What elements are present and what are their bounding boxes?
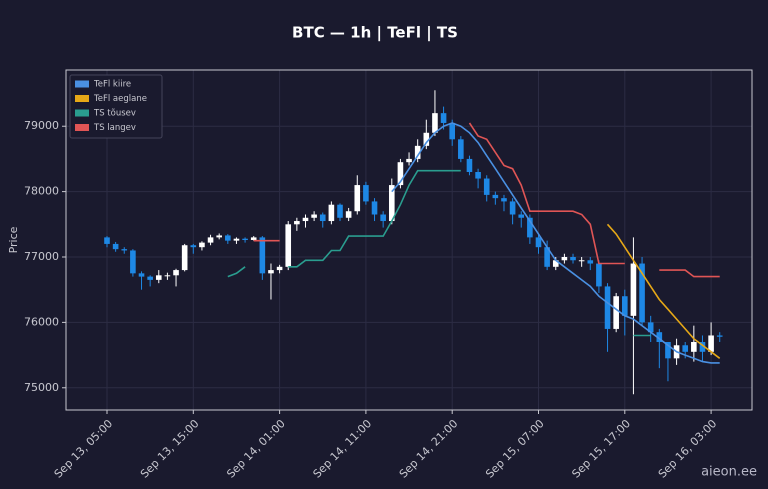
candle-body: [708, 335, 714, 352]
candle-body: [173, 270, 179, 276]
indicator-line: [606, 223, 721, 359]
legend-swatch: [75, 80, 89, 88]
candle-body: [501, 198, 507, 202]
candle-body: [337, 204, 343, 218]
candle-body: [406, 158, 412, 163]
candle-body: [199, 242, 205, 248]
candle-body: [587, 260, 594, 264]
y-tick-label: 78000: [24, 185, 59, 198]
candle-body: [104, 237, 110, 244]
candle-body: [665, 342, 671, 359]
candle-body: [121, 249, 128, 251]
candle-body: [475, 172, 481, 179]
candle-body: [242, 238, 248, 240]
candle-body: [578, 260, 585, 262]
candle-body: [483, 178, 490, 195]
candle-body: [432, 113, 438, 133]
legend-swatch: [75, 109, 89, 117]
candle-body: [449, 122, 455, 140]
plot-frame: [65, 69, 753, 411]
candle-body: [363, 185, 369, 202]
candle-body: [458, 139, 464, 159]
candle-body: [112, 243, 119, 250]
chart-title: BTC — 1h | TeFl | TS: [292, 24, 458, 43]
candle-body: [647, 322, 654, 333]
candle-body: [164, 275, 171, 277]
candle-body: [622, 296, 628, 316]
legend-box: [69, 74, 163, 139]
legend-label: TS tõusev: [93, 109, 136, 119]
y-tick-label: 75000: [24, 381, 59, 394]
legend-swatch: [75, 95, 89, 102]
candle-body: [570, 257, 576, 261]
candle-body: [345, 211, 352, 218]
candle-body: [302, 217, 309, 222]
candle-body: [518, 214, 525, 218]
candle-body: [311, 214, 317, 218]
candle-body: [233, 238, 240, 241]
candle-body: [397, 162, 404, 186]
legend-label: TeFl aeglane: [93, 94, 147, 104]
candle-body: [630, 263, 637, 316]
candle-body: [354, 185, 361, 212]
candle-body: [509, 201, 516, 215]
candle-body: [285, 224, 292, 267]
candle-body: [388, 185, 395, 222]
candle-body: [380, 214, 386, 222]
candle-body: [604, 286, 611, 329]
y-tick-label: 77000: [24, 250, 59, 263]
candle-body: [371, 201, 378, 215]
candle-body: [552, 260, 559, 267]
legend-label: TS langev: [93, 123, 136, 133]
legend-swatch: [75, 124, 89, 131]
candle-body: [259, 237, 266, 274]
y-axis-label: Price: [7, 226, 20, 253]
candle-body: [544, 247, 550, 267]
y-tick-label: 79000: [24, 119, 59, 132]
y-tick-label: 76000: [24, 315, 59, 328]
candle-body: [639, 263, 645, 323]
candle-body: [561, 257, 568, 261]
candle-body: [276, 266, 283, 271]
candle-body: [250, 237, 257, 240]
candle-body: [613, 296, 619, 329]
candle-body: [225, 235, 231, 241]
candle-body: [466, 158, 473, 172]
candle-body: [414, 145, 421, 159]
candle-body: [596, 263, 602, 287]
candle-body: [207, 237, 214, 243]
candle-body: [716, 335, 723, 337]
indicator-line: [391, 122, 720, 364]
candle-body: [216, 235, 222, 238]
candle-body: [268, 270, 274, 274]
candle-body: [155, 275, 162, 280]
candle-body: [527, 217, 533, 238]
indicator-line: [227, 169, 651, 337]
candle-body: [699, 342, 706, 352]
candle-body: [181, 245, 188, 271]
candle-body: [328, 204, 335, 222]
candle-body: [423, 132, 430, 146]
candle-body: [682, 345, 689, 352]
candle-body: [138, 273, 145, 277]
legend-label: TeFl kiire: [93, 80, 131, 90]
candle-body: [535, 237, 542, 248]
candle-body: [492, 194, 499, 199]
watermark: aieon.ee: [701, 465, 757, 480]
candle-body: [656, 332, 663, 342]
candle-body: [319, 214, 326, 222]
candle-body: [147, 276, 153, 280]
candle-body: [691, 342, 697, 352]
candle-body: [190, 245, 197, 248]
candle-body: [130, 250, 136, 274]
candle-body: [294, 221, 300, 225]
indicator-line: [253, 122, 720, 278]
candle-body: [440, 113, 447, 123]
